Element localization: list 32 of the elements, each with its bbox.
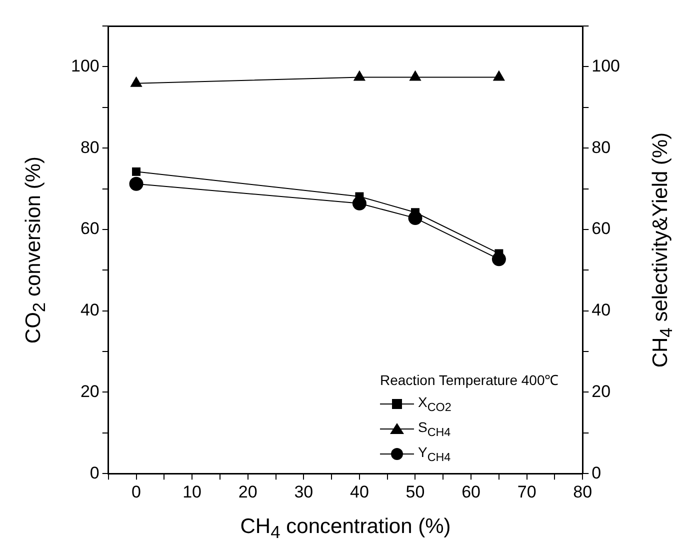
y2-tick-label: 60 [592, 219, 611, 238]
legend-label: X$_{CO2}$ [418, 394, 452, 414]
point [353, 70, 366, 81]
x-tick-label: 50 [406, 482, 425, 502]
y-tick-label: 0 [90, 463, 100, 482]
x-tick-label: 70 [517, 482, 536, 502]
legend-title: Reaction Temperature 400℃ [380, 371, 559, 389]
y2-tick-label: 80 [592, 138, 611, 157]
legend-label: Y$_{CH4}$ [418, 444, 451, 464]
y-tick-label: 100 [70, 56, 100, 76]
y2-tick-label: 0 [592, 463, 602, 482]
x-tick-label: 60 [462, 482, 481, 502]
point [132, 167, 141, 176]
x-tick-label: 80 [573, 482, 592, 502]
x-tick-label: 20 [238, 482, 258, 502]
y2-tick-label: 100 [592, 56, 620, 76]
x-tick-label: 40 [350, 482, 369, 502]
point [129, 176, 144, 191]
y2-tick-label: 20 [592, 382, 611, 401]
legend-label: S$_{CH4}$ [418, 418, 451, 438]
x-tick-label: 10 [182, 482, 202, 502]
y-tick-label: 80 [80, 138, 100, 157]
point [130, 76, 142, 87]
x-axis-title: CH$_{4}$ concentration (%) [239, 515, 452, 544]
y-tick-label: 40 [80, 300, 100, 320]
point [492, 70, 506, 81]
y-tick-label: 20 [80, 382, 100, 401]
y-tick-label: 60 [80, 219, 100, 238]
point [409, 70, 422, 81]
x-tick-label: 0 [132, 482, 141, 502]
y2-tick-label: 40 [592, 300, 611, 320]
x-tick-label: 30 [294, 482, 314, 502]
